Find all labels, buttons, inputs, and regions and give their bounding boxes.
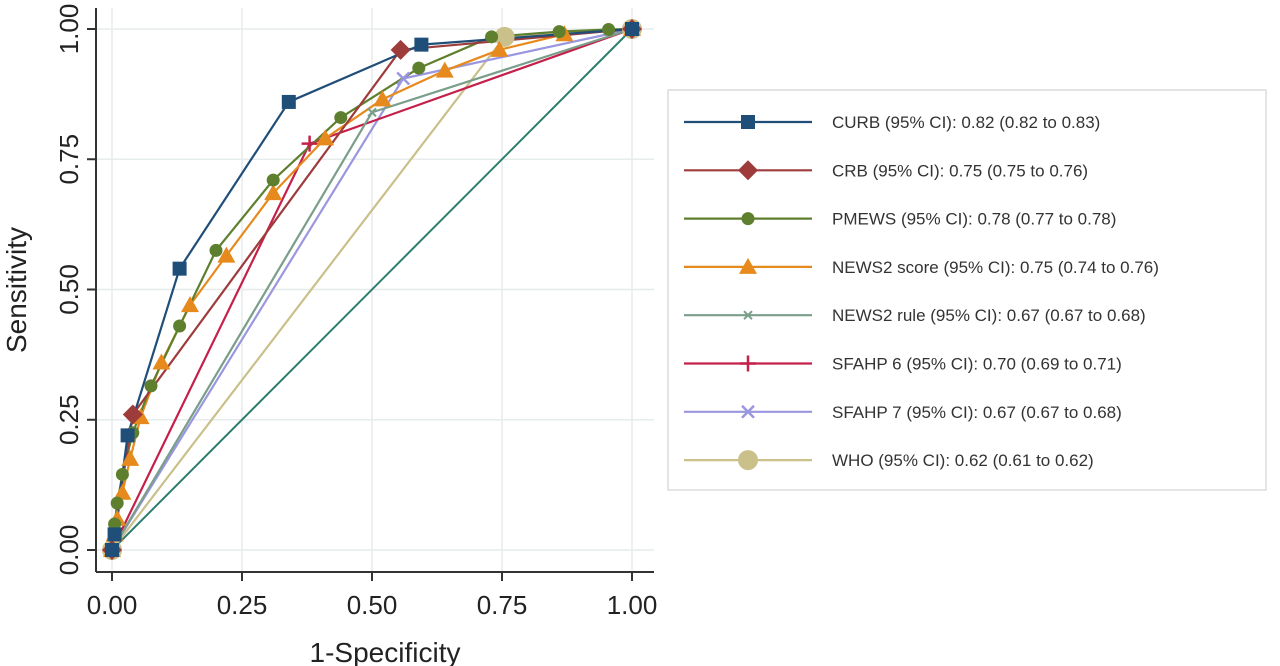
series-markers bbox=[102, 19, 642, 560]
series-3-point bbox=[435, 61, 454, 78]
y-tick-label: 0.25 bbox=[54, 394, 84, 445]
legend-marker-6-b bbox=[741, 404, 755, 419]
series-3-point bbox=[181, 296, 199, 313]
x-tick-label: 0.75 bbox=[477, 590, 528, 620]
x-tick-label: 1.00 bbox=[607, 590, 658, 620]
legend-label-5: SFAHP 6 (95% CI): 0.70 (0.69 to 0.71) bbox=[832, 355, 1122, 374]
axes: 0.00 0.25 0.50 0.75 1.00 0.00 0.25 0.50 0.75 1.00… bbox=[1, 4, 657, 666]
series-4-point-b bbox=[367, 107, 377, 118]
series-2-point bbox=[412, 61, 426, 75]
legend-label-3: NEWS2 score (95% CI): 0.75 (0.74 to 0.76… bbox=[832, 258, 1159, 277]
series-0-point bbox=[105, 543, 119, 557]
series-5-point bbox=[301, 135, 318, 152]
series-2-point bbox=[173, 319, 187, 333]
series-6-point bbox=[396, 71, 411, 86]
series-0-point bbox=[281, 94, 296, 109]
legend-label-4: NEWS2 rule (95% CI): 0.67 (0.67 to 0.68) bbox=[832, 306, 1146, 325]
legend-marker-1 bbox=[738, 160, 758, 181]
y-tick-label: 0.00 bbox=[54, 525, 84, 576]
series-0-point bbox=[172, 261, 187, 276]
series-2-point bbox=[115, 467, 129, 481]
x-tick-label: 0.50 bbox=[347, 590, 398, 620]
series-3-point bbox=[121, 449, 140, 466]
legend-label-2: PMEWS (95% CI): 0.78 (0.77 to 0.78) bbox=[832, 210, 1116, 229]
series-2-point bbox=[108, 517, 122, 531]
series-4-point bbox=[367, 107, 377, 118]
y-tick-label: 0.50 bbox=[54, 264, 84, 315]
series-3-point bbox=[264, 184, 283, 201]
series-0-point bbox=[625, 22, 639, 36]
series-2-point bbox=[209, 243, 223, 257]
series-3-point bbox=[152, 353, 171, 370]
series-0-point bbox=[414, 37, 429, 52]
series-0-point bbox=[120, 428, 135, 443]
series-1-point bbox=[122, 404, 143, 425]
series-2-point bbox=[266, 173, 280, 187]
series-1-point bbox=[390, 39, 411, 60]
legend-marker-5 bbox=[740, 355, 756, 372]
y-tick-label: 0.75 bbox=[54, 134, 84, 185]
grid-lines bbox=[96, 8, 654, 572]
series-2-point bbox=[110, 496, 124, 510]
reference-diagonal bbox=[111, 28, 633, 551]
legend-label-0: CURB (95% CI): 0.82 (0.82 to 0.83) bbox=[832, 113, 1100, 132]
x-axis-title: 1-Specificity bbox=[310, 637, 461, 666]
x-tick-label: 0.25 bbox=[217, 590, 268, 620]
legend-label-7: WHO (95% CI): 0.62 (0.61 to 0.62) bbox=[832, 451, 1094, 470]
y-axis-title: Sensitivity bbox=[1, 227, 32, 353]
legend-marker-7 bbox=[738, 450, 758, 471]
x-tick-label: 0.00 bbox=[87, 590, 138, 620]
legend-marker-2 bbox=[741, 212, 755, 226]
series-0-point bbox=[107, 527, 122, 542]
legend-label-6: SFAHP 7 (95% CI): 0.67 (0.67 to 0.68) bbox=[832, 403, 1122, 422]
series-2-point bbox=[144, 379, 158, 393]
series-6-point-b bbox=[396, 71, 411, 86]
legend-box bbox=[667, 89, 1267, 491]
legend-marker-4-b bbox=[743, 310, 753, 320]
series-2-point bbox=[552, 25, 566, 39]
series-2-point bbox=[602, 23, 616, 37]
legend-marker-0 bbox=[741, 115, 755, 129]
series-3-point bbox=[490, 40, 509, 57]
legend-label-1: CRB (95% CI): 0.75 (0.75 to 0.76) bbox=[832, 161, 1088, 180]
series-3-point bbox=[373, 90, 392, 107]
legend: CURB (95% CI): 0.82 (0.82 to 0.83) CRB (9… bbox=[667, 89, 1267, 491]
legend-marker-3 bbox=[739, 257, 757, 274]
y-tick-label: 1.00 bbox=[54, 4, 84, 55]
legend-marker-6 bbox=[741, 404, 755, 419]
legend-marker-4 bbox=[743, 310, 753, 320]
series-2-point bbox=[334, 111, 348, 125]
series-3-point bbox=[217, 246, 236, 263]
series-3-point bbox=[316, 129, 335, 146]
series-3-point bbox=[113, 483, 132, 500]
series-2-point bbox=[485, 30, 499, 44]
